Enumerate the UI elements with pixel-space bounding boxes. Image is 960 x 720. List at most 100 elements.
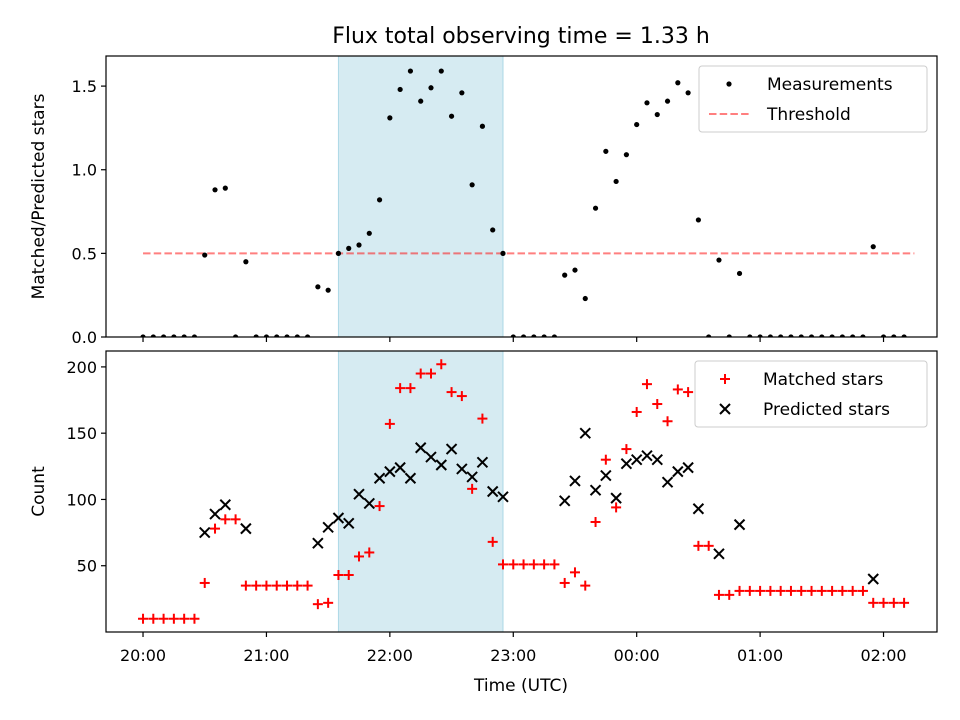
matched-star-point: [138, 613, 149, 624]
measurement-point: [202, 252, 208, 258]
matched-star-point: [549, 559, 560, 570]
legend-label: Predicted stars: [763, 400, 890, 420]
measurement-point: [829, 334, 835, 337]
measurement-point: [428, 85, 434, 91]
matched-star-point: [292, 580, 303, 591]
predicted-star-point: [404, 472, 417, 484]
predicted-star-stroke-b: [322, 521, 334, 533]
measurement-point: [160, 334, 167, 337]
measurement-point: [407, 68, 414, 74]
measurement-point: [870, 244, 876, 250]
predicted-star-point: [867, 573, 879, 585]
x-tick-label: 01:00: [737, 646, 783, 665]
legend: Matched stars Predicted stars: [694, 360, 928, 428]
observing-span: [337, 350, 504, 633]
matched-star-point: [693, 540, 704, 551]
predicted-star-point: [425, 451, 437, 463]
predicted-star-point: [199, 526, 211, 539]
matched-star-point: [590, 516, 601, 527]
predicted-star-point: [219, 499, 232, 511]
x-tick-label: 22:00: [367, 646, 413, 665]
predicted-star-stroke-b: [415, 442, 427, 454]
measurement-point: [644, 100, 650, 106]
matched-star-point: [785, 585, 796, 596]
predicted-star-stroke-b: [682, 461, 694, 474]
predicted-star-stroke-b: [630, 453, 643, 466]
measurement-point: [448, 113, 455, 119]
measurement-point: [788, 334, 794, 337]
measurement-point: [418, 98, 424, 104]
measurement-point: [294, 334, 300, 337]
plot-area: [138, 359, 910, 624]
legend-box: [698, 65, 928, 133]
matched-star-point: [220, 514, 231, 525]
y-tick-label: 1.0: [72, 161, 97, 180]
measurement-point: [376, 197, 383, 203]
predicted-star-stroke-b: [394, 461, 406, 474]
predicted-star-point: [456, 463, 468, 475]
predicted-star-stroke-b: [620, 457, 633, 470]
matched-star-point: [559, 577, 570, 588]
predicted-star-stroke-b: [486, 485, 499, 498]
predicted-star-point: [620, 457, 633, 470]
matched-star-point: [621, 444, 632, 455]
plot-area: [140, 68, 915, 337]
measurement-point: [541, 334, 547, 337]
predicted-star-stroke-b: [497, 491, 509, 503]
matched-star-point: [210, 523, 221, 534]
x-tick-label: 20:00: [120, 646, 166, 665]
measurement-point: [839, 334, 845, 337]
predicted-star-point: [713, 548, 725, 560]
measurement-point: [346, 245, 352, 251]
predicted-star-point: [445, 443, 458, 455]
predicted-star-point: [610, 492, 622, 504]
predicted-star-stroke-b: [569, 475, 581, 487]
measurement-point: [592, 205, 599, 211]
predicted-star-stroke-b: [435, 459, 447, 471]
predicted-star-point: [486, 485, 499, 498]
measurement-point: [798, 334, 804, 337]
predicted-star-point: [240, 522, 252, 535]
measurement-point: [232, 334, 239, 337]
predicted-star-point: [332, 512, 345, 524]
predicted-star-point: [579, 427, 591, 439]
y-tick-label: 1.5: [72, 77, 97, 96]
measurement-point: [613, 178, 619, 185]
matched-star-point: [354, 551, 365, 562]
matched-star-point: [477, 413, 488, 424]
measurement-point: [675, 80, 681, 86]
predicted-star-point: [682, 461, 694, 474]
predicted-star-point: [466, 471, 478, 483]
predicted-star-stroke-b: [456, 463, 468, 475]
measurement-point: [140, 334, 146, 337]
measurement-point: [510, 334, 516, 337]
y-tick-label: 150: [66, 424, 97, 443]
matched-star-point: [528, 559, 539, 570]
measurement-point: [253, 334, 259, 337]
matched-star-point: [158, 613, 169, 624]
matched-star-point: [518, 559, 529, 570]
axes-frame: [105, 350, 938, 633]
predicted-star-stroke-b: [672, 465, 684, 478]
measurement-point: [582, 295, 588, 302]
predicted-star-stroke-b: [466, 471, 478, 483]
x-tick-label: 00:00: [614, 646, 660, 665]
predicted-star-point: [343, 517, 355, 530]
matched-star-point: [282, 580, 293, 591]
x-axis-label: Time (UTC): [473, 676, 568, 696]
matched-star-point: [148, 613, 159, 624]
legend-box: [694, 360, 928, 428]
predicted-star-point: [692, 503, 705, 515]
legend-matched-marker: [720, 374, 730, 384]
measurement-point: [284, 334, 290, 337]
predicted-star-point: [394, 461, 406, 474]
matched-star-point: [487, 536, 498, 547]
predicted-star-point: [209, 508, 221, 520]
matched-star-point: [467, 483, 478, 494]
predicted-star-stroke-b: [558, 495, 571, 507]
matched-star-point: [168, 613, 179, 624]
predicted-star-stroke-b: [476, 456, 489, 469]
measurement-point: [757, 334, 763, 337]
measurement-point: [243, 259, 249, 265]
